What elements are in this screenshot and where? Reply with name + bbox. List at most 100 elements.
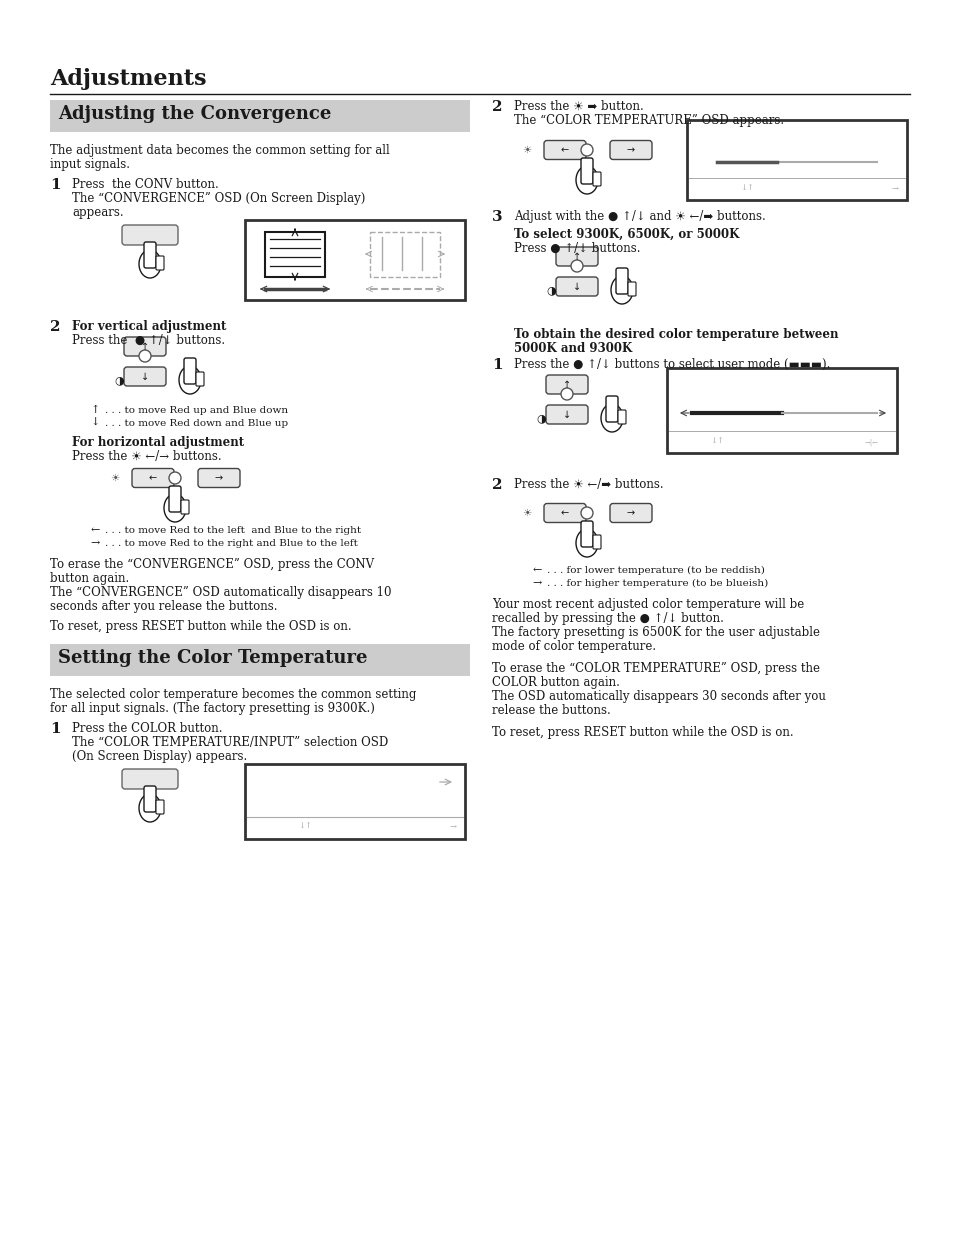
FancyBboxPatch shape <box>124 337 166 356</box>
Text: . . . to move Red up and Blue down: . . . to move Red up and Blue down <box>105 406 288 415</box>
Text: Adjust with the ● ↑/↓ and ☀ ←/➡ buttons.: Adjust with the ● ↑/↓ and ☀ ←/➡ buttons. <box>514 210 765 224</box>
FancyBboxPatch shape <box>556 247 598 266</box>
Text: →: → <box>449 823 456 831</box>
Text: ↑: ↑ <box>573 251 580 262</box>
Text: 1: 1 <box>492 358 502 373</box>
Text: Adjustments: Adjustments <box>50 68 206 89</box>
FancyBboxPatch shape <box>198 468 240 488</box>
FancyBboxPatch shape <box>543 503 585 523</box>
Text: To reset, press RESET button while the OSD is on.: To reset, press RESET button while the O… <box>50 620 352 633</box>
FancyBboxPatch shape <box>593 535 600 549</box>
Text: ↓↑: ↓↑ <box>709 438 723 446</box>
FancyBboxPatch shape <box>195 373 204 386</box>
Text: →: → <box>91 538 99 548</box>
Text: ↓↑: ↓↑ <box>297 823 312 831</box>
Text: The “COLOR TEMPERATURE/INPUT” selection OSD: The “COLOR TEMPERATURE/INPUT” selection … <box>71 737 388 749</box>
FancyBboxPatch shape <box>156 256 164 270</box>
Text: ←: ← <box>532 565 541 575</box>
Text: 2: 2 <box>492 101 502 114</box>
Text: →: → <box>214 473 223 483</box>
FancyBboxPatch shape <box>605 396 618 422</box>
Text: Press the ☀ ➡ button.: Press the ☀ ➡ button. <box>514 101 643 113</box>
Text: For horizontal adjustment: For horizontal adjustment <box>71 436 244 450</box>
Text: 3: 3 <box>492 210 502 224</box>
Circle shape <box>560 388 573 400</box>
FancyBboxPatch shape <box>545 405 587 424</box>
Text: →: → <box>626 508 635 518</box>
Circle shape <box>580 144 593 156</box>
Text: →: → <box>890 185 898 193</box>
Ellipse shape <box>610 276 633 304</box>
Text: mode of color temperature.: mode of color temperature. <box>492 640 656 653</box>
Text: ←: ← <box>149 473 157 483</box>
Ellipse shape <box>164 494 186 522</box>
FancyBboxPatch shape <box>545 375 587 394</box>
Ellipse shape <box>576 166 598 194</box>
Text: ↓: ↓ <box>91 419 99 428</box>
Text: recalled by pressing the ● ↑/↓ button.: recalled by pressing the ● ↑/↓ button. <box>492 612 723 625</box>
Text: ☀: ☀ <box>522 145 531 155</box>
Text: . . . for higher temperature (to be blueish): . . . for higher temperature (to be blue… <box>546 579 767 589</box>
Ellipse shape <box>576 529 598 556</box>
Text: 5000K and 9300K: 5000K and 9300K <box>514 342 632 355</box>
Ellipse shape <box>179 366 201 394</box>
FancyBboxPatch shape <box>543 140 585 159</box>
Text: button again.: button again. <box>50 573 129 585</box>
Text: COLOR button again.: COLOR button again. <box>492 676 619 689</box>
Text: The selected color temperature becomes the common setting: The selected color temperature becomes t… <box>50 688 416 700</box>
FancyBboxPatch shape <box>627 282 636 296</box>
Text: ◑: ◑ <box>114 375 124 385</box>
FancyBboxPatch shape <box>156 800 164 814</box>
Text: Press the ☀ ←/→ buttons.: Press the ☀ ←/→ buttons. <box>71 450 221 463</box>
Ellipse shape <box>600 404 622 432</box>
Text: . . . for lower temperature (to be reddish): . . . for lower temperature (to be reddi… <box>546 566 764 575</box>
Text: ↓: ↓ <box>562 410 571 420</box>
Text: →: → <box>626 145 635 155</box>
Text: release the buttons.: release the buttons. <box>492 704 610 717</box>
FancyBboxPatch shape <box>245 220 464 301</box>
FancyBboxPatch shape <box>618 410 625 424</box>
Text: To erase the “COLOR TEMPERATURE” OSD, press the: To erase the “COLOR TEMPERATURE” OSD, pr… <box>492 662 820 674</box>
FancyBboxPatch shape <box>580 158 593 184</box>
Text: Press the COLOR button.: Press the COLOR button. <box>71 722 222 735</box>
Text: ↓↑: ↓↑ <box>740 185 753 193</box>
FancyBboxPatch shape <box>144 786 156 812</box>
Text: The OSD automatically disappears 30 seconds after you: The OSD automatically disappears 30 seco… <box>492 691 825 703</box>
FancyBboxPatch shape <box>616 268 627 294</box>
Text: ↓: ↓ <box>141 371 149 381</box>
FancyBboxPatch shape <box>124 366 166 386</box>
FancyBboxPatch shape <box>609 140 651 159</box>
Text: →|←: →|← <box>864 438 878 446</box>
FancyBboxPatch shape <box>686 120 906 200</box>
Text: ◑: ◑ <box>545 286 556 296</box>
Circle shape <box>580 507 593 519</box>
Text: →: → <box>532 578 541 587</box>
Text: 1: 1 <box>50 178 61 193</box>
Text: ↑: ↑ <box>141 342 149 351</box>
Text: ↓: ↓ <box>573 282 580 292</box>
FancyBboxPatch shape <box>132 468 173 488</box>
FancyBboxPatch shape <box>50 645 470 676</box>
FancyBboxPatch shape <box>122 769 178 789</box>
Text: The factory presetting is 6500K for the user adjustable: The factory presetting is 6500K for the … <box>492 626 820 638</box>
Text: To reset, press RESET button while the OSD is on.: To reset, press RESET button while the O… <box>492 727 793 739</box>
Text: Press  the CONV button.: Press the CONV button. <box>71 178 218 191</box>
Text: . . . to move Red to the left  and Blue to the right: . . . to move Red to the left and Blue t… <box>105 527 361 535</box>
Text: ←: ← <box>560 508 569 518</box>
Circle shape <box>139 350 151 361</box>
FancyBboxPatch shape <box>265 232 325 277</box>
Text: The “COLOR TEMPERATURE” OSD appears.: The “COLOR TEMPERATURE” OSD appears. <box>514 114 783 127</box>
Text: To select 9300K, 6500K, or 5000K: To select 9300K, 6500K, or 5000K <box>514 229 739 241</box>
Text: for all input signals. (The factory presetting is 9300K.): for all input signals. (The factory pres… <box>50 702 375 715</box>
Text: ☀: ☀ <box>111 473 119 483</box>
FancyBboxPatch shape <box>666 368 896 453</box>
FancyBboxPatch shape <box>50 101 470 132</box>
Ellipse shape <box>139 794 161 822</box>
Text: 2: 2 <box>50 320 60 334</box>
Text: . . . to move Red to the right and Blue to the left: . . . to move Red to the right and Blue … <box>105 539 357 548</box>
Text: ←: ← <box>91 525 99 535</box>
FancyBboxPatch shape <box>370 232 439 277</box>
Text: For vertical adjustment: For vertical adjustment <box>71 320 226 333</box>
FancyBboxPatch shape <box>122 225 178 245</box>
Text: input signals.: input signals. <box>50 158 130 171</box>
